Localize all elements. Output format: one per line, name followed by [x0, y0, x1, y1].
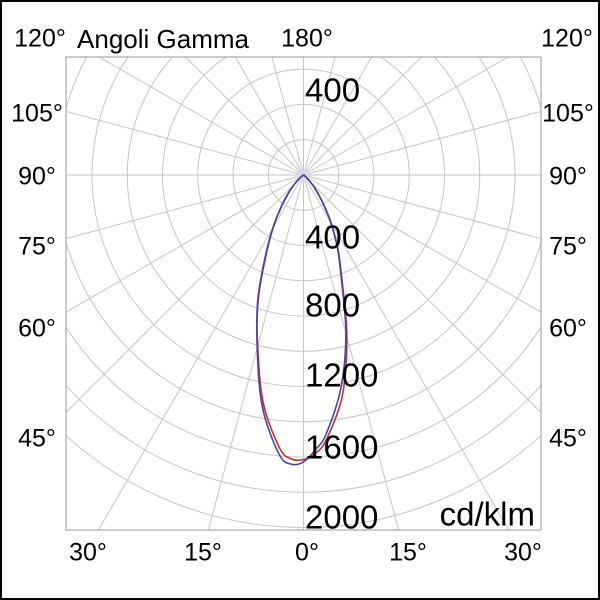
angle-label-right-90: 90°	[549, 162, 587, 191]
radial-label-800: 800	[305, 286, 361, 324]
curve-c90-c270	[256, 174, 347, 466]
angle-label-left-105: 105°	[11, 99, 63, 128]
radial-label-upper-400: 400	[305, 71, 361, 109]
angle-label-left-90: 90°	[18, 162, 56, 191]
angle-label-left-75: 75°	[18, 232, 56, 261]
radial-label-2000: 2000	[305, 498, 379, 536]
chart-title: Angoli Gamma	[77, 24, 249, 54]
radial-label-1200: 1200	[305, 356, 379, 394]
angle-label-bottom-1: 15°	[184, 538, 222, 567]
unit-label: cd/klm	[439, 495, 535, 533]
angle-label-left-60: 60°	[18, 314, 56, 343]
angle-label-120-top-right: 120°	[541, 24, 593, 53]
angle-label-right-75: 75°	[549, 232, 587, 261]
angle-label-bottom-4: 30°	[504, 538, 542, 567]
angle-label-bottom-3: 15°	[389, 538, 427, 567]
radial-label-400: 400	[305, 218, 361, 256]
angle-label-180-top: 180°	[281, 24, 333, 53]
angle-label-right-60: 60°	[549, 314, 587, 343]
angle-label-right-45: 45°	[549, 424, 587, 453]
angle-label-left-45: 45°	[18, 424, 56, 453]
angle-label-120-top-left: 120°	[14, 24, 66, 53]
plot-frame	[65, 56, 542, 531]
radial-label-1600: 1600	[305, 428, 379, 466]
angle-label-bottom-2: 0°	[295, 538, 319, 567]
angle-label-right-105: 105°	[542, 99, 594, 128]
angle-label-bottom-0: 30°	[69, 538, 107, 567]
